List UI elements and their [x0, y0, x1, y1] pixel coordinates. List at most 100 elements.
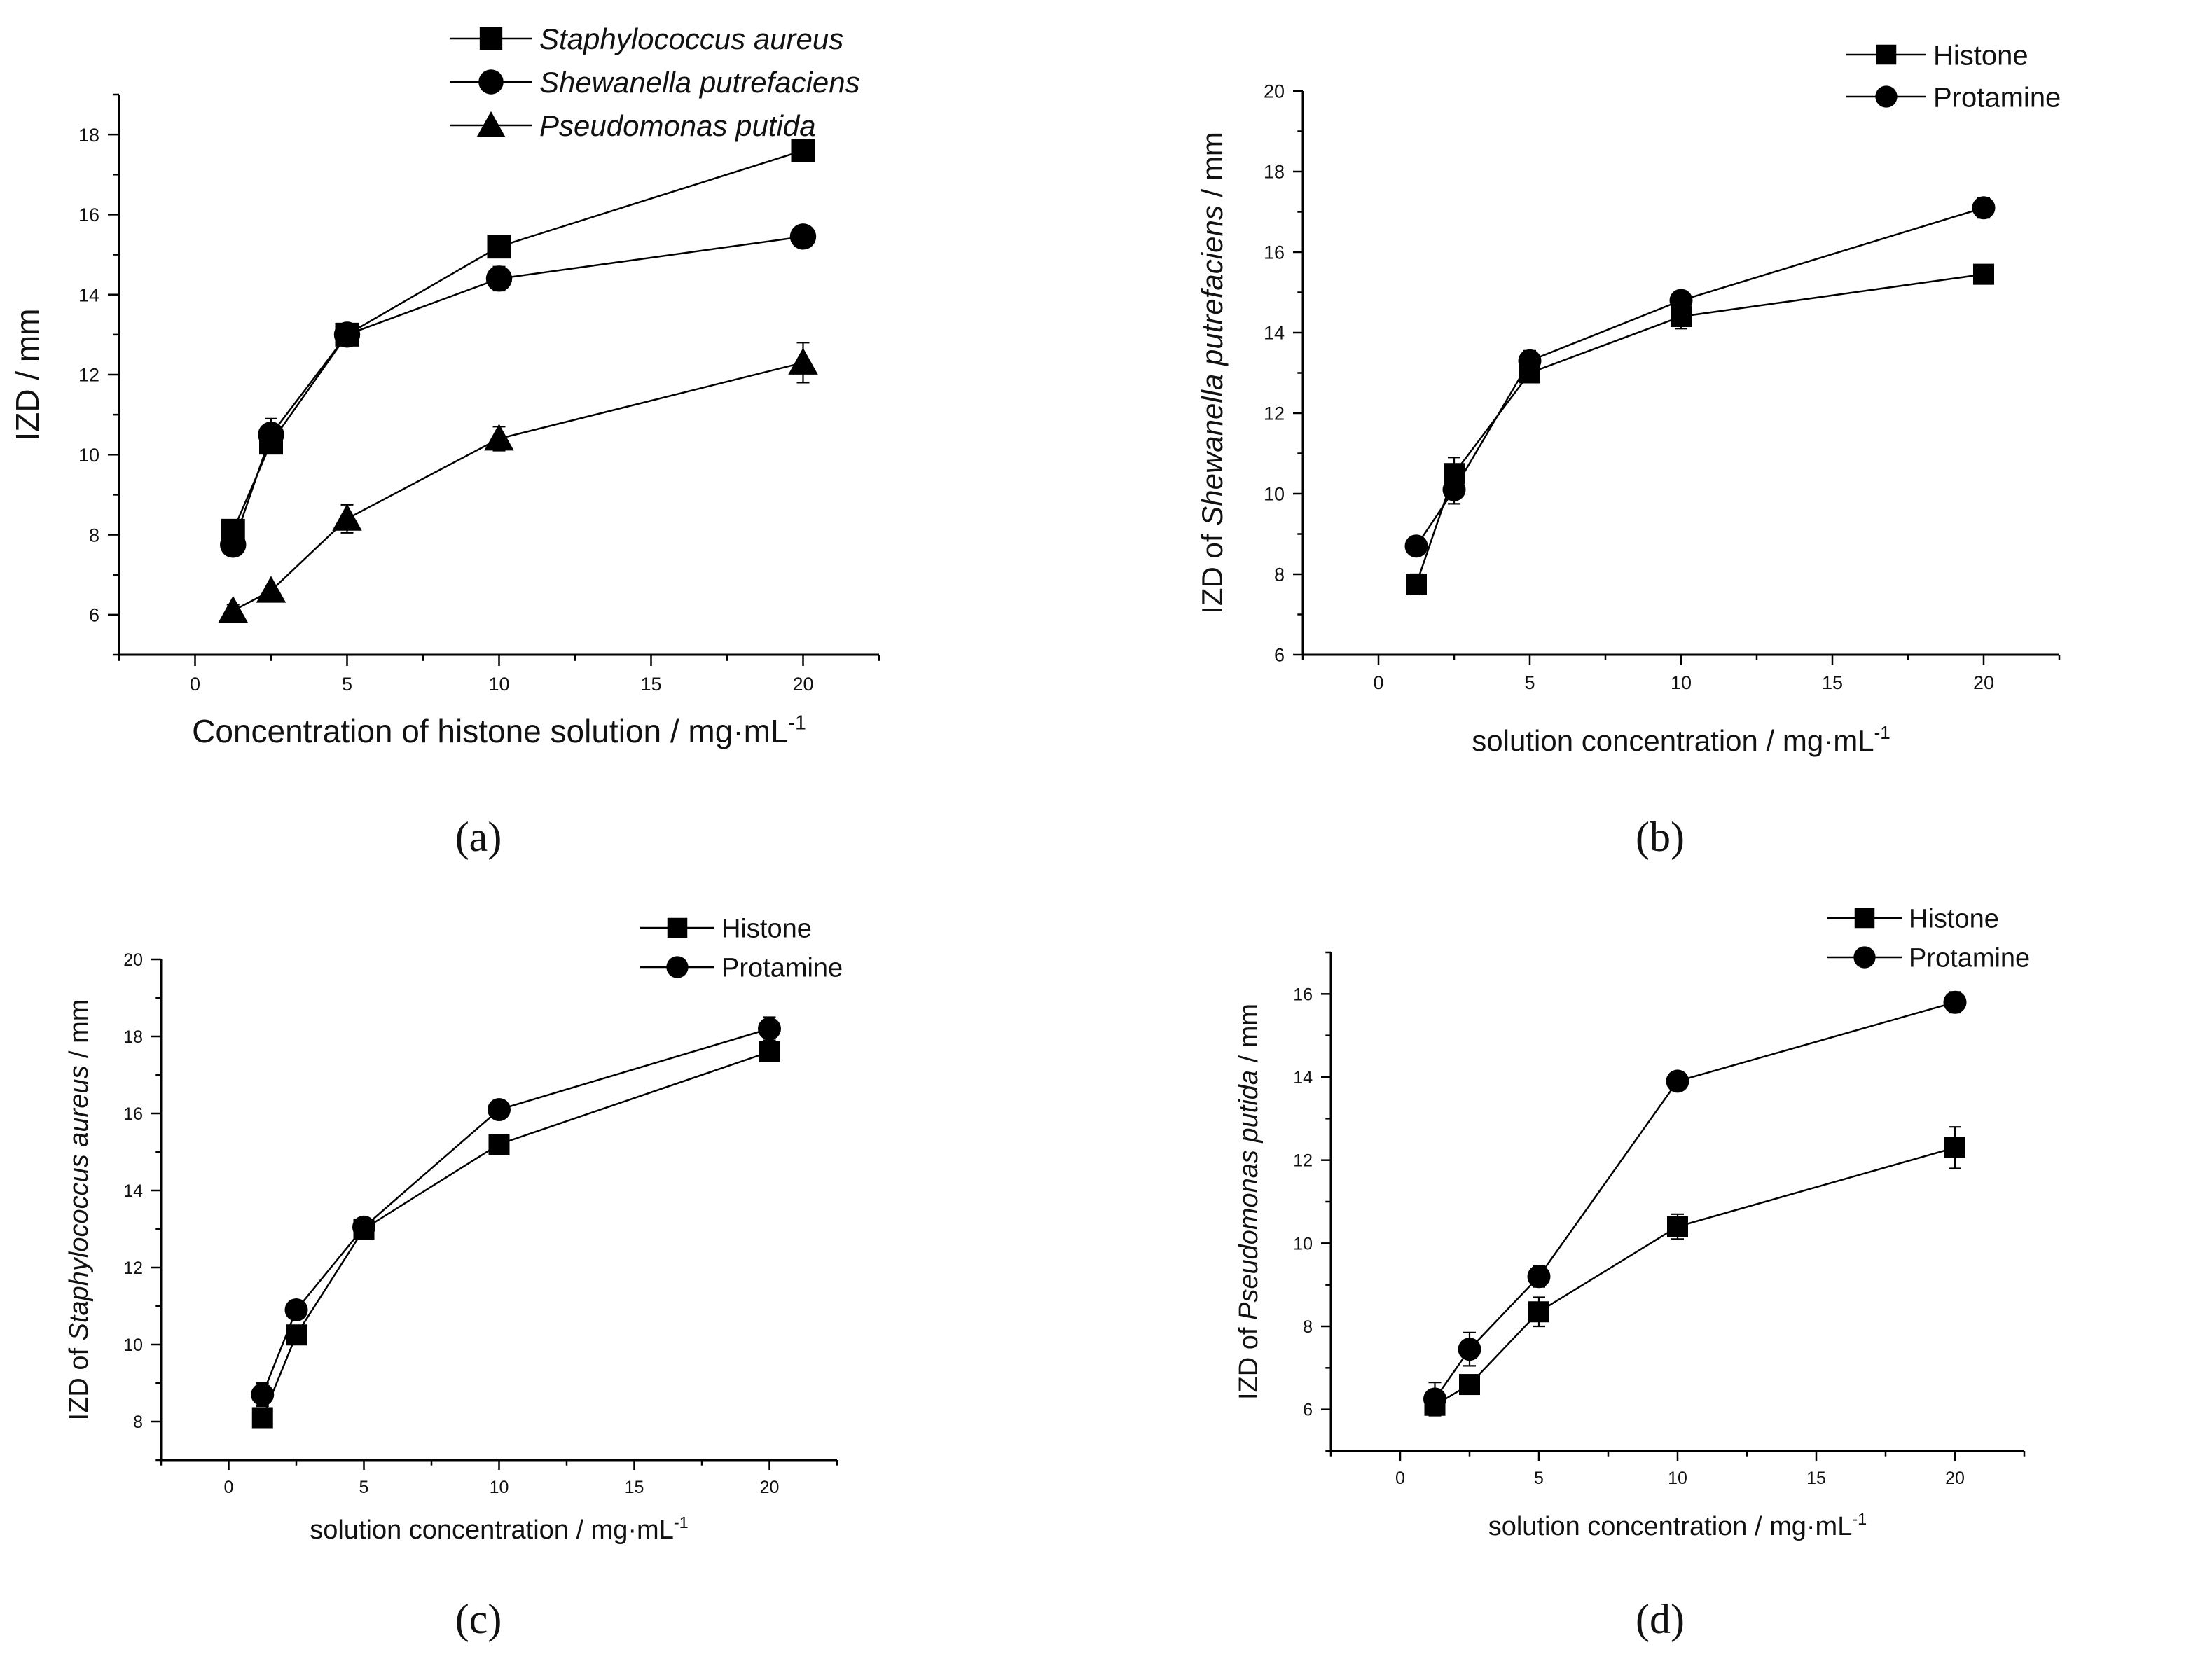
x-tick-label: 20: [1945, 1469, 1965, 1488]
series-triangle: [218, 342, 818, 623]
data-point: [352, 1215, 375, 1239]
y-tick-label: 20: [123, 950, 143, 970]
y-tick-label: 16: [1264, 242, 1285, 263]
panel-label-c: (c): [455, 1596, 502, 1642]
y-tick-label: 16: [123, 1104, 143, 1124]
x-tick-label: 5: [1534, 1469, 1544, 1488]
legend-marker: [667, 917, 688, 938]
y-tick-label: 14: [1293, 1068, 1313, 1088]
legend-label: Pseudomonas putida: [539, 109, 816, 142]
y-tick-label: 12: [78, 365, 99, 386]
data-point: [488, 1098, 511, 1121]
y-tick-label: 6: [1274, 645, 1285, 666]
x-tick-label: 15: [625, 1478, 644, 1497]
data-point: [1404, 534, 1428, 558]
series-circle: [1404, 196, 1996, 558]
legend-label: Histone: [721, 915, 812, 944]
data-point: [332, 504, 362, 531]
y-axis-label: IZD of Pseudomonas putida / mm: [1234, 1004, 1264, 1400]
legend-label: Histone: [1909, 905, 1999, 934]
y-tick-label: 10: [1264, 484, 1285, 505]
y-tick-label: 16: [78, 204, 99, 225]
data-point: [791, 139, 815, 162]
x-axis-label: solution concentration / mg·mL-1: [1488, 1510, 1867, 1541]
x-axis-label: Concentration of histone solution / mg·m…: [192, 712, 806, 749]
x-axis-label: solution concentration / mg·mL-1: [1472, 722, 1890, 757]
y-tick-label: 12: [123, 1258, 143, 1278]
legend-marker: [1875, 85, 1898, 108]
legend-marker: [666, 956, 689, 978]
data-point: [1972, 196, 1996, 220]
x-tick-label: 10: [490, 1478, 509, 1497]
series-circle: [251, 1016, 781, 1408]
y-tick-label: 8: [1303, 1317, 1313, 1337]
legend-marker: [476, 111, 506, 137]
legend-marker: [479, 27, 503, 50]
legend: Histone Protamine: [1846, 40, 2061, 113]
chart-c: 0 5 10 15 20 8 10 12 14 16 18 20 solution concentrat…: [64, 915, 843, 1545]
y-tick-label: 12: [1264, 403, 1285, 424]
data-point: [1666, 1069, 1689, 1093]
x-tick-label: 0: [224, 1478, 234, 1497]
data-point: [1667, 1216, 1688, 1237]
legend-marker: [1876, 44, 1897, 65]
data-point: [333, 321, 361, 348]
data-point: [1943, 990, 1967, 1014]
x-tick-label: 5: [1524, 672, 1535, 693]
series-circle: [1423, 990, 1967, 1417]
y-tick-label: 14: [123, 1181, 143, 1201]
legend-marker: [478, 69, 504, 95]
data-point: [1528, 1301, 1549, 1323]
chart-d: 0 5 10 15 20 6 8 10 12 14 16 solution concentration…: [1234, 905, 2030, 1541]
x-tick-label: 0: [1395, 1469, 1405, 1488]
chart-a: 0 5 10 15 20 6 8 10 12 14 16 18 Concentration of his…: [9, 22, 880, 749]
y-tick-label: 8: [133, 1412, 143, 1432]
x-tick-label: 15: [1822, 672, 1843, 693]
y-tick-label: 8: [1274, 564, 1285, 585]
y-axis-label: IZD / mm: [9, 308, 46, 440]
x-tick-label: 10: [1671, 672, 1692, 693]
legend-label: Protamine: [1933, 82, 2061, 113]
panel-labels: (a) (b) (c) (d): [455, 814, 1685, 1642]
data-point: [1669, 289, 1693, 312]
data-point: [1944, 1137, 1965, 1158]
y-tick-label: 6: [1303, 1401, 1313, 1420]
series-circle: [220, 223, 817, 558]
data-point: [218, 595, 248, 623]
data-point: [251, 1383, 275, 1406]
x-tick-label: 20: [760, 1478, 780, 1497]
x-axis-label: solution concentration / mg·mL-1: [310, 1513, 689, 1545]
data-point: [485, 265, 513, 292]
x-tick-label: 15: [1806, 1469, 1826, 1488]
y-tick-label: 20: [1264, 81, 1285, 102]
x-tick-label: 5: [342, 674, 352, 695]
y-tick-label: 14: [1264, 323, 1285, 344]
data-point: [1459, 1374, 1480, 1396]
data-point: [759, 1041, 780, 1062]
data-point: [1458, 1338, 1481, 1361]
series-square: [1424, 1126, 1965, 1416]
data-point: [488, 1134, 510, 1155]
data-point: [1423, 1387, 1446, 1411]
data-point: [220, 532, 247, 558]
y-tick-label: 18: [123, 1027, 143, 1047]
data-point: [487, 235, 511, 259]
data-point: [258, 422, 284, 448]
x-tick-label: 10: [1668, 1469, 1687, 1488]
y-tick-label: 14: [78, 284, 99, 305]
legend-marker: [1854, 908, 1875, 929]
data-point: [484, 424, 514, 451]
legend: Histone Protamine: [1827, 905, 2030, 973]
legend-marker: [1853, 946, 1876, 969]
legend-label: Shewanella putrefaciens: [539, 66, 860, 99]
y-tick-label: 6: [89, 605, 99, 626]
data-point: [1527, 1265, 1551, 1289]
y-tick-label: 10: [78, 445, 99, 466]
panel-label-a: (a): [455, 814, 502, 860]
data-point: [256, 576, 286, 603]
x-tick-label: 20: [792, 674, 813, 695]
y-tick-label: 18: [78, 125, 99, 146]
legend-label: Staphylococcus aureus: [539, 22, 843, 55]
